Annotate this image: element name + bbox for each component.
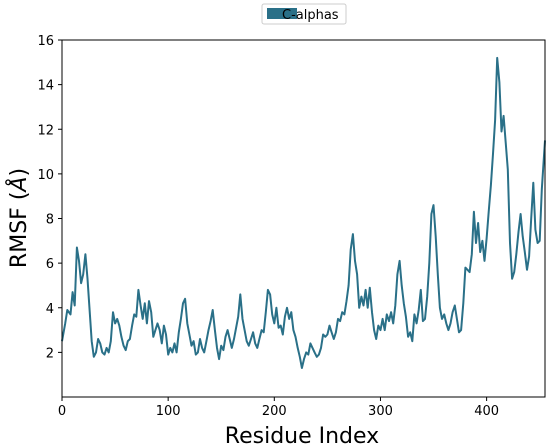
- legend: C-alphas: [261, 3, 347, 25]
- y-axis-label-group: RMSF (Å): [5, 168, 32, 268]
- y-tick-label: 14: [37, 79, 54, 94]
- x-tick-label: 0: [58, 404, 66, 419]
- y-axis-label: RMSF: [7, 207, 32, 268]
- series-layer: [61, 56, 546, 369]
- y-tick-label: 2: [46, 346, 54, 361]
- x-tick-label: 200: [262, 404, 287, 419]
- y-tick-label: 10: [37, 168, 54, 183]
- y-tick-label: 4: [46, 302, 54, 317]
- x-tick-label: 300: [368, 404, 393, 419]
- legend-label: C-alphas: [282, 8, 339, 23]
- x-tick-label: 400: [474, 404, 499, 419]
- y-tick-label: 16: [37, 34, 54, 49]
- y-tick-label: 12: [37, 123, 54, 138]
- svg-text:RMSF (Å): RMSF (Å): [5, 168, 32, 268]
- x-tick-label: 100: [156, 404, 181, 419]
- x-axis-label: Residue Index: [225, 424, 379, 448]
- plot-frame: [61, 39, 546, 398]
- tick-layer: 0 100 200 300 400 2 4 6 8 10 12 14 16: [37, 34, 499, 419]
- y-axis-unit: Å: [5, 177, 32, 194]
- y-tick-label: 8: [46, 213, 54, 228]
- legend-swatch: [267, 8, 297, 19]
- series-line-c-alphas: [61, 56, 546, 369]
- y-tick-label: 6: [46, 257, 54, 272]
